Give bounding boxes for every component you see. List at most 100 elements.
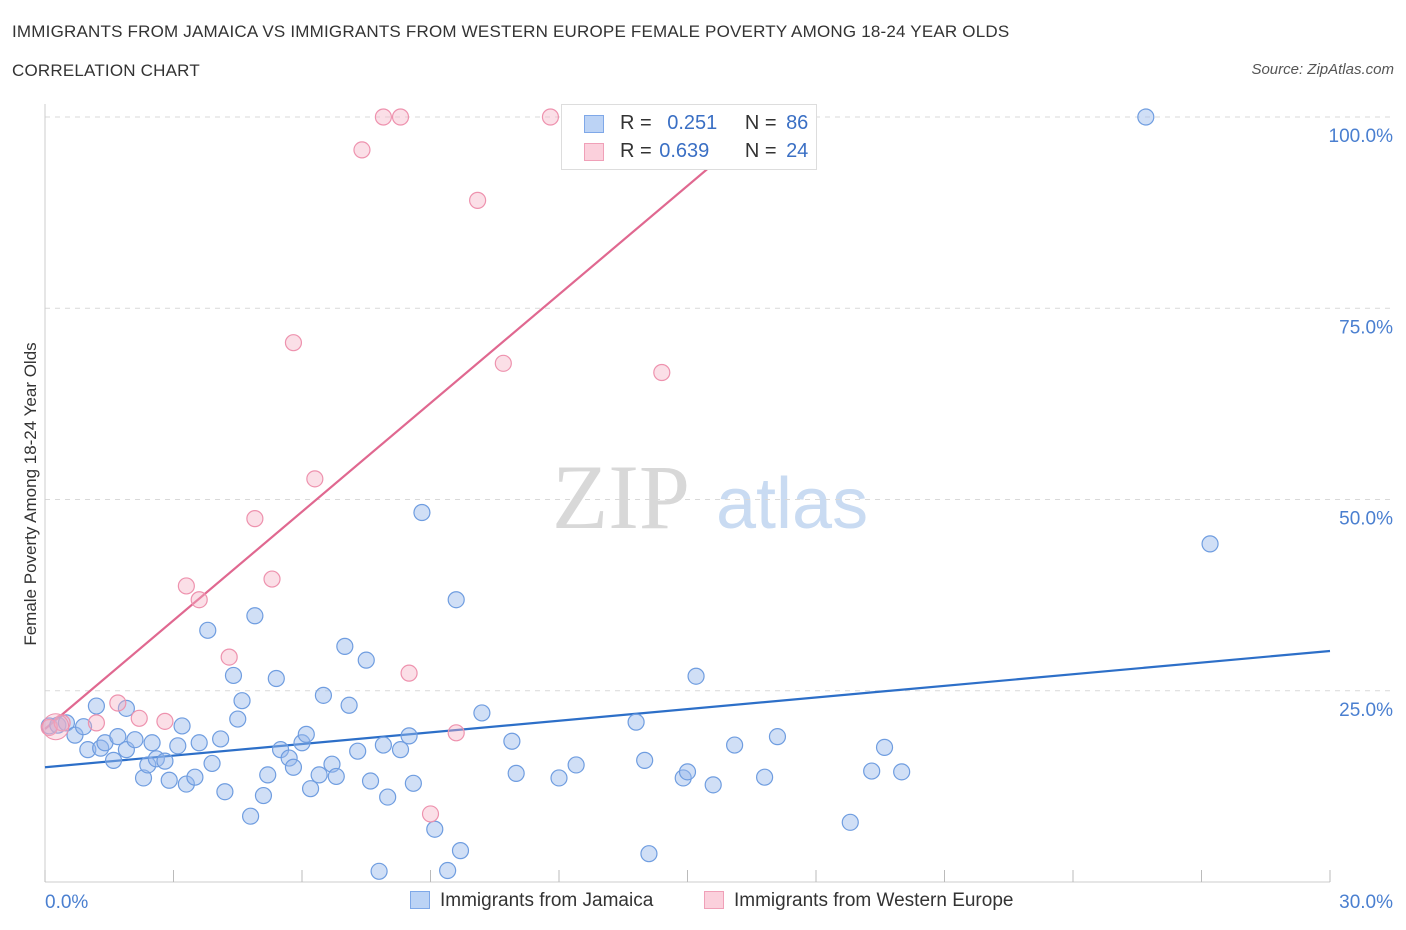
point-jamaica — [473, 704, 491, 722]
bottom-swatch-jamaica — [410, 891, 430, 909]
point-jamaica — [374, 736, 392, 754]
point-jamaica — [199, 621, 217, 639]
point-jamaica — [678, 763, 697, 781]
point-western-europe — [306, 470, 324, 488]
point-jamaica — [314, 686, 333, 704]
point-jamaica — [755, 768, 774, 786]
x-tick-label: 0.0% — [45, 892, 88, 913]
point-western-europe — [130, 709, 148, 727]
legend-r-label: R = — [620, 112, 652, 134]
point-jamaica — [177, 775, 195, 793]
point-jamaica — [242, 807, 260, 825]
point-western-europe — [494, 354, 512, 372]
point-jamaica — [186, 768, 204, 786]
x-tick-label: 30.0% — [1339, 892, 1393, 913]
point-jamaica — [640, 845, 658, 863]
point-jamaica — [349, 742, 367, 760]
point-western-europe — [421, 805, 440, 823]
point-jamaica — [726, 736, 744, 754]
point-jamaica — [1137, 108, 1155, 126]
point-jamaica — [254, 786, 273, 805]
point-jamaica — [627, 713, 645, 731]
point-jamaica — [126, 731, 144, 749]
point-jamaica — [259, 766, 277, 784]
point-western-europe — [447, 724, 465, 742]
point-western-europe — [400, 664, 418, 682]
point-jamaica — [327, 767, 345, 786]
point-jamaica — [404, 774, 422, 792]
point-jamaica — [768, 728, 787, 746]
source-label: Source: ZipAtlas.com — [1251, 61, 1394, 78]
bottom-legend-jamaica-label: Immigrants from Jamaica — [440, 890, 654, 911]
point-jamaica — [439, 861, 457, 880]
point-jamaica — [233, 692, 251, 710]
point-jamaica — [841, 813, 859, 831]
point-western-europe — [263, 570, 281, 588]
legend-swatch-jamaica — [584, 115, 604, 133]
point-jamaica — [361, 772, 380, 790]
watermark-zip: ZIP — [552, 446, 690, 548]
trend-line-western-europe — [44, 116, 770, 730]
point-jamaica — [117, 699, 135, 717]
point-jamaica — [143, 734, 161, 752]
legend-swatch-western-europe — [584, 143, 604, 161]
point-jamaica — [267, 669, 285, 688]
y-axis-label: Female Poverty Among 18-24 Year Olds — [21, 342, 40, 645]
point-jamaica — [190, 734, 208, 752]
point-jamaica — [280, 749, 298, 767]
point-western-europe — [109, 694, 127, 712]
y-tick-label: 100.0% — [1329, 126, 1394, 147]
watermark-atlas: atlas — [716, 464, 868, 544]
chart-title: IMMIGRANTS FROM JAMAICA VS IMMIGRANTS FR… — [12, 22, 1010, 41]
point-western-europe — [220, 648, 238, 666]
point-jamaica — [370, 862, 388, 880]
bottom-legend-jamaica: Immigrants from Jamaica — [410, 890, 653, 912]
legend-n-label: N = — [744, 140, 777, 162]
point-jamaica — [379, 788, 397, 806]
point-jamaica — [426, 820, 444, 838]
point-jamaica — [297, 725, 315, 743]
point-jamaica — [74, 718, 93, 736]
legend-n-label: N = — [744, 112, 777, 134]
point-jamaica — [875, 738, 894, 756]
point-jamaica — [447, 591, 465, 609]
point-jamaica — [451, 842, 470, 860]
point-jamaica — [109, 728, 127, 746]
point-western-europe — [87, 714, 106, 732]
point-western-europe — [374, 108, 392, 126]
point-jamaica — [156, 752, 174, 770]
point-jamaica — [160, 771, 178, 789]
correlation-legend: R = 0.251 N = 86 R = 0.639 N = 24 — [561, 104, 817, 170]
chart-subtitle: CORRELATION CHART — [12, 61, 200, 80]
point-jamaica — [391, 741, 410, 759]
point-jamaica — [293, 734, 311, 752]
point-jamaica — [301, 780, 320, 798]
point-jamaica — [507, 764, 525, 782]
point-western-europe — [156, 712, 174, 730]
point-western-europe — [190, 591, 208, 609]
point-jamaica — [139, 756, 157, 774]
point-jamaica — [87, 697, 106, 715]
legend-r-value-jamaica: 0.251 — [667, 112, 718, 134]
point-jamaica — [173, 717, 191, 735]
point-western-europe — [391, 108, 410, 126]
point-jamaica — [169, 737, 187, 755]
point-jamaica — [357, 651, 375, 669]
point-jamaica — [863, 762, 881, 780]
point-jamaica — [57, 714, 76, 732]
point-jamaica — [704, 776, 722, 794]
point-jamaica — [636, 751, 654, 769]
point-jamaica — [893, 763, 911, 781]
point-jamaica — [224, 666, 243, 685]
point-jamaica — [336, 637, 354, 655]
point-jamaica — [310, 766, 328, 784]
point-jamaica — [413, 503, 431, 522]
point-jamaica — [229, 710, 247, 728]
point-jamaica — [340, 696, 358, 714]
legend-n-value-jamaica: 86 — [786, 112, 809, 134]
point-western-europe — [177, 577, 195, 595]
point-jamaica — [212, 730, 230, 748]
legend-r-value-western-europe: 0.639 — [659, 140, 710, 162]
point-western-europe — [541, 108, 560, 126]
